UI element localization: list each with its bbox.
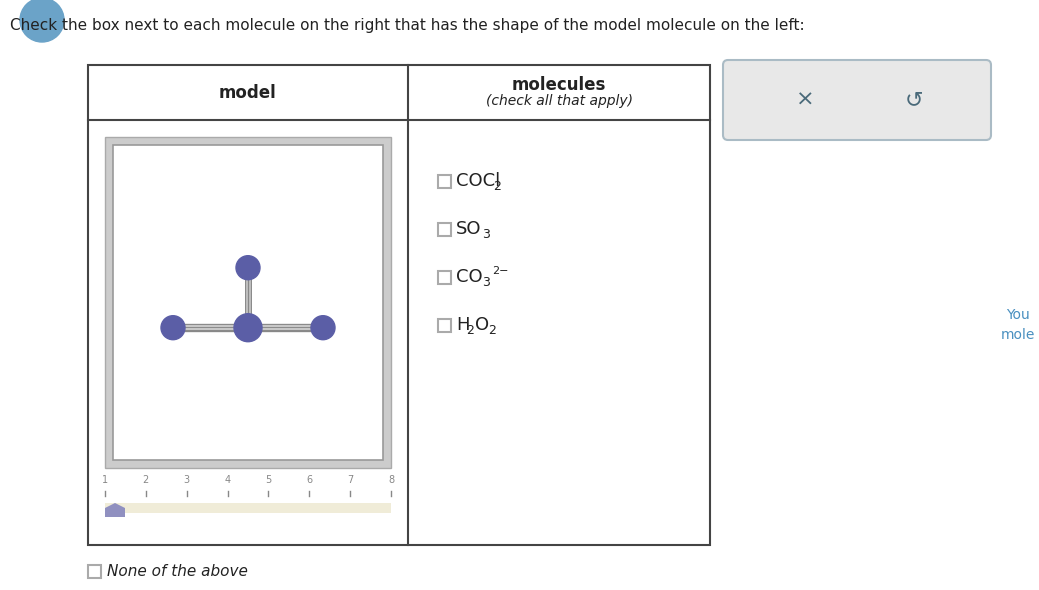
Bar (438, 223, 451, 236)
Bar (105, 503, 391, 513)
Text: None of the above: None of the above (107, 564, 248, 579)
Text: 7: 7 (347, 475, 353, 485)
Text: 2: 2 (142, 475, 149, 485)
Bar (105, 137, 391, 468)
Text: 2: 2 (467, 324, 474, 337)
Text: 6: 6 (307, 475, 313, 485)
Bar (438, 319, 451, 332)
Text: 3: 3 (482, 228, 489, 241)
Circle shape (234, 314, 262, 342)
Text: COCl: COCl (456, 172, 500, 191)
Bar (113, 145, 383, 460)
Text: H: H (456, 316, 470, 335)
Circle shape (236, 255, 260, 280)
Text: CO: CO (456, 268, 483, 287)
Text: 3: 3 (482, 276, 489, 289)
Text: 2: 2 (492, 180, 501, 193)
Text: 8: 8 (388, 475, 394, 485)
Text: 4: 4 (224, 475, 231, 485)
Text: 5: 5 (265, 475, 271, 485)
Text: SO: SO (456, 221, 481, 238)
Bar (438, 271, 451, 284)
Text: 2: 2 (488, 324, 496, 337)
Text: (check all that apply): (check all that apply) (485, 94, 633, 109)
Text: ×: × (796, 90, 815, 110)
Text: Check the box next to each molecule on the right that has the shape of the model: Check the box next to each molecule on t… (10, 18, 804, 33)
Text: mole: mole (1001, 328, 1035, 342)
Text: model: model (219, 84, 276, 101)
Text: O: O (475, 316, 489, 335)
Circle shape (311, 316, 335, 340)
Circle shape (20, 0, 64, 42)
Circle shape (161, 316, 185, 340)
Text: 1: 1 (102, 475, 108, 485)
Text: ↺: ↺ (904, 90, 923, 110)
Text: You: You (1006, 308, 1030, 322)
Text: 2−: 2− (492, 267, 508, 277)
Polygon shape (105, 503, 125, 517)
FancyBboxPatch shape (723, 60, 991, 140)
Text: molecules: molecules (512, 76, 606, 93)
Bar (88, 565, 101, 578)
Text: 3: 3 (184, 475, 190, 485)
Bar (438, 175, 451, 188)
Bar (88, 65, 710, 545)
